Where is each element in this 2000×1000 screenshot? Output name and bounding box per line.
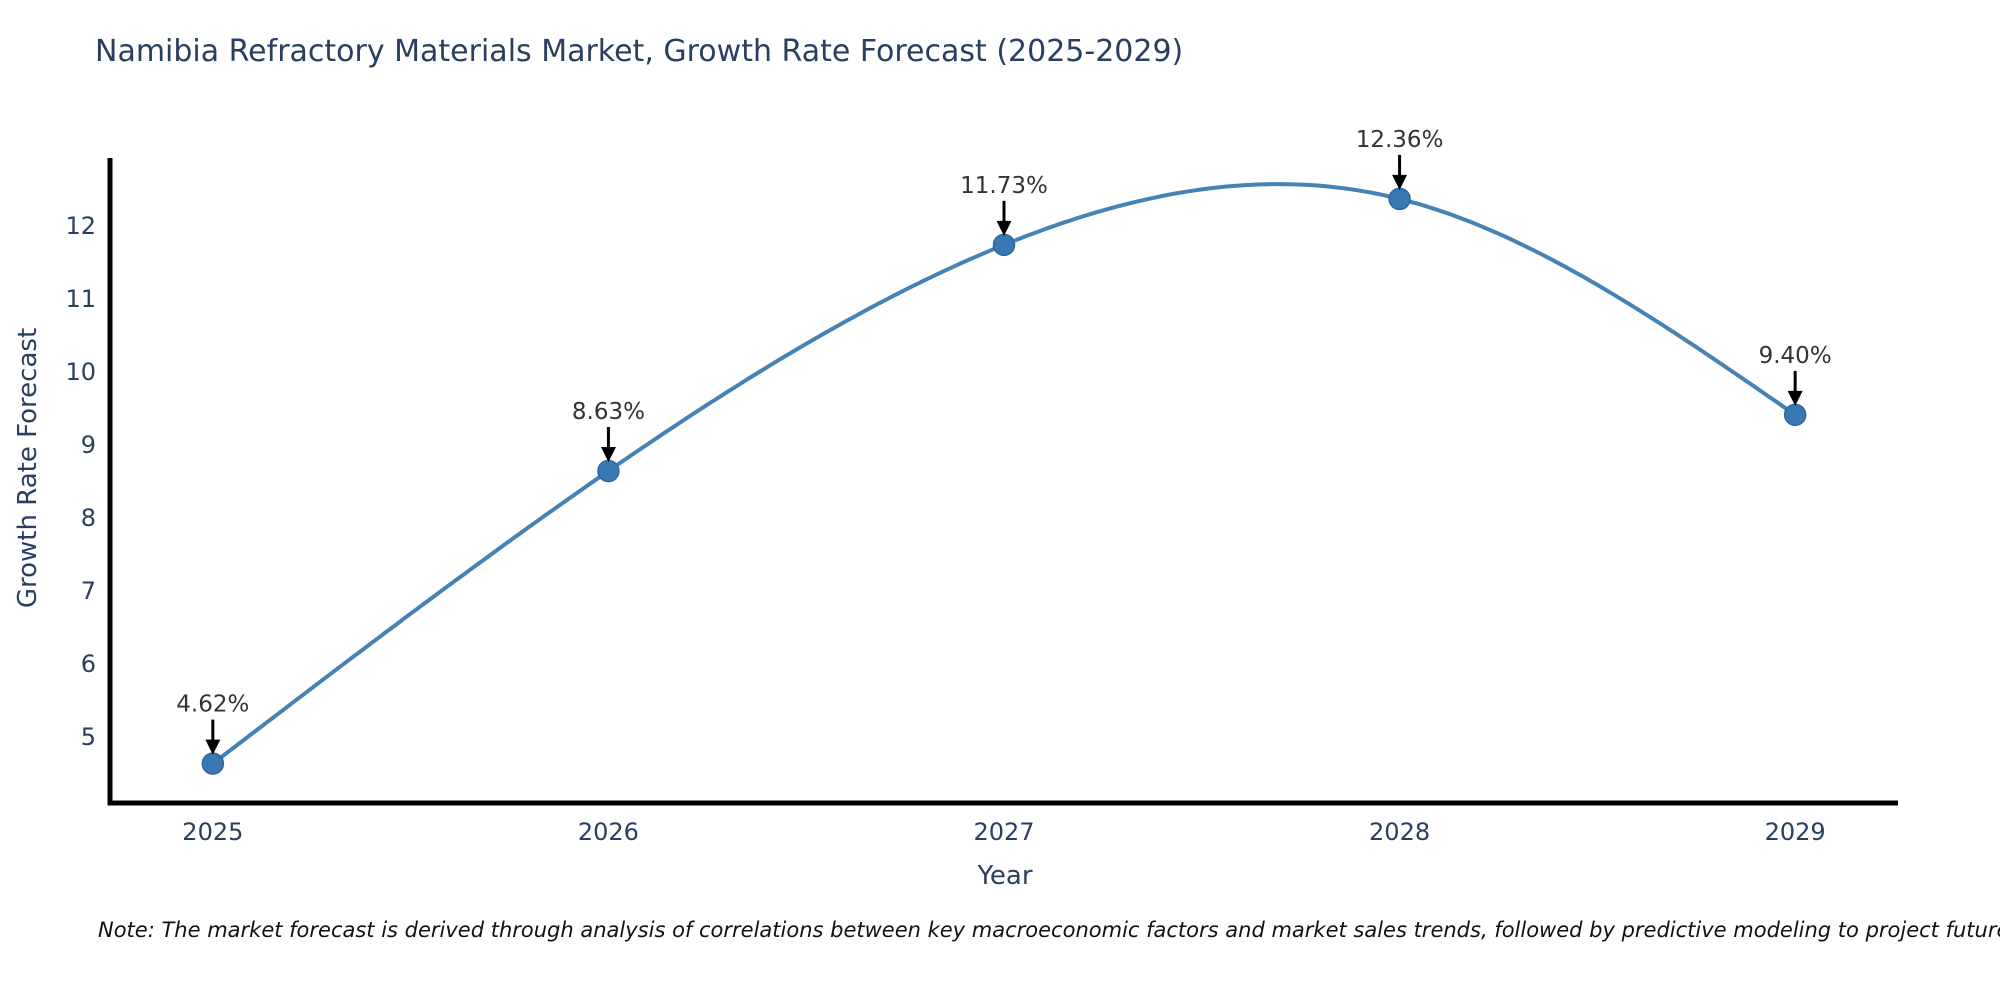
data-point-marker xyxy=(201,752,225,775)
chart-title: Namibia Refractory Materials Market, Gro… xyxy=(95,34,1184,69)
y-tick-label: 12 xyxy=(65,212,96,240)
footnote: Note: The market forecast is derived thr… xyxy=(98,918,2000,942)
y-tick-label: 8 xyxy=(81,504,96,532)
annotation-label: 4.62% xyxy=(176,692,249,718)
annotation-label: 12.36% xyxy=(1356,127,1444,153)
x-tick-label: 2029 xyxy=(1765,818,1826,846)
y-tick-label: 5 xyxy=(81,723,96,751)
x-tick-label: 2028 xyxy=(1369,818,1430,846)
annotation-label: 8.63% xyxy=(572,399,645,425)
annotation-arrowhead xyxy=(600,447,616,463)
annotation-arrowhead xyxy=(996,220,1012,236)
annotation-label: 9.40% xyxy=(1759,343,1832,369)
x-tick-label: 2025 xyxy=(182,818,243,846)
x-axis-title: Year xyxy=(977,861,1033,891)
annotation-arrowhead xyxy=(1392,174,1408,190)
data-point-marker xyxy=(1388,187,1411,211)
y-tick-label: 11 xyxy=(65,285,96,313)
annotation-arrowhead xyxy=(1787,390,1803,406)
data-point-marker xyxy=(992,233,1016,257)
data-point-marker xyxy=(1783,403,1807,427)
y-tick-label: 10 xyxy=(65,358,96,386)
x-tick-label: 2026 xyxy=(578,818,639,846)
y-axis-title: Growth Rate Forecast xyxy=(13,327,43,609)
annotation-arrowhead xyxy=(205,739,221,755)
x-tick-label: 2027 xyxy=(973,818,1034,846)
y-tick-label: 7 xyxy=(81,577,96,605)
y-tick-label: 6 xyxy=(81,650,96,678)
annotation-label: 11.73% xyxy=(960,173,1048,199)
data-point-marker xyxy=(597,459,620,483)
y-tick-label: 9 xyxy=(81,431,96,459)
trend-line xyxy=(210,182,1798,766)
